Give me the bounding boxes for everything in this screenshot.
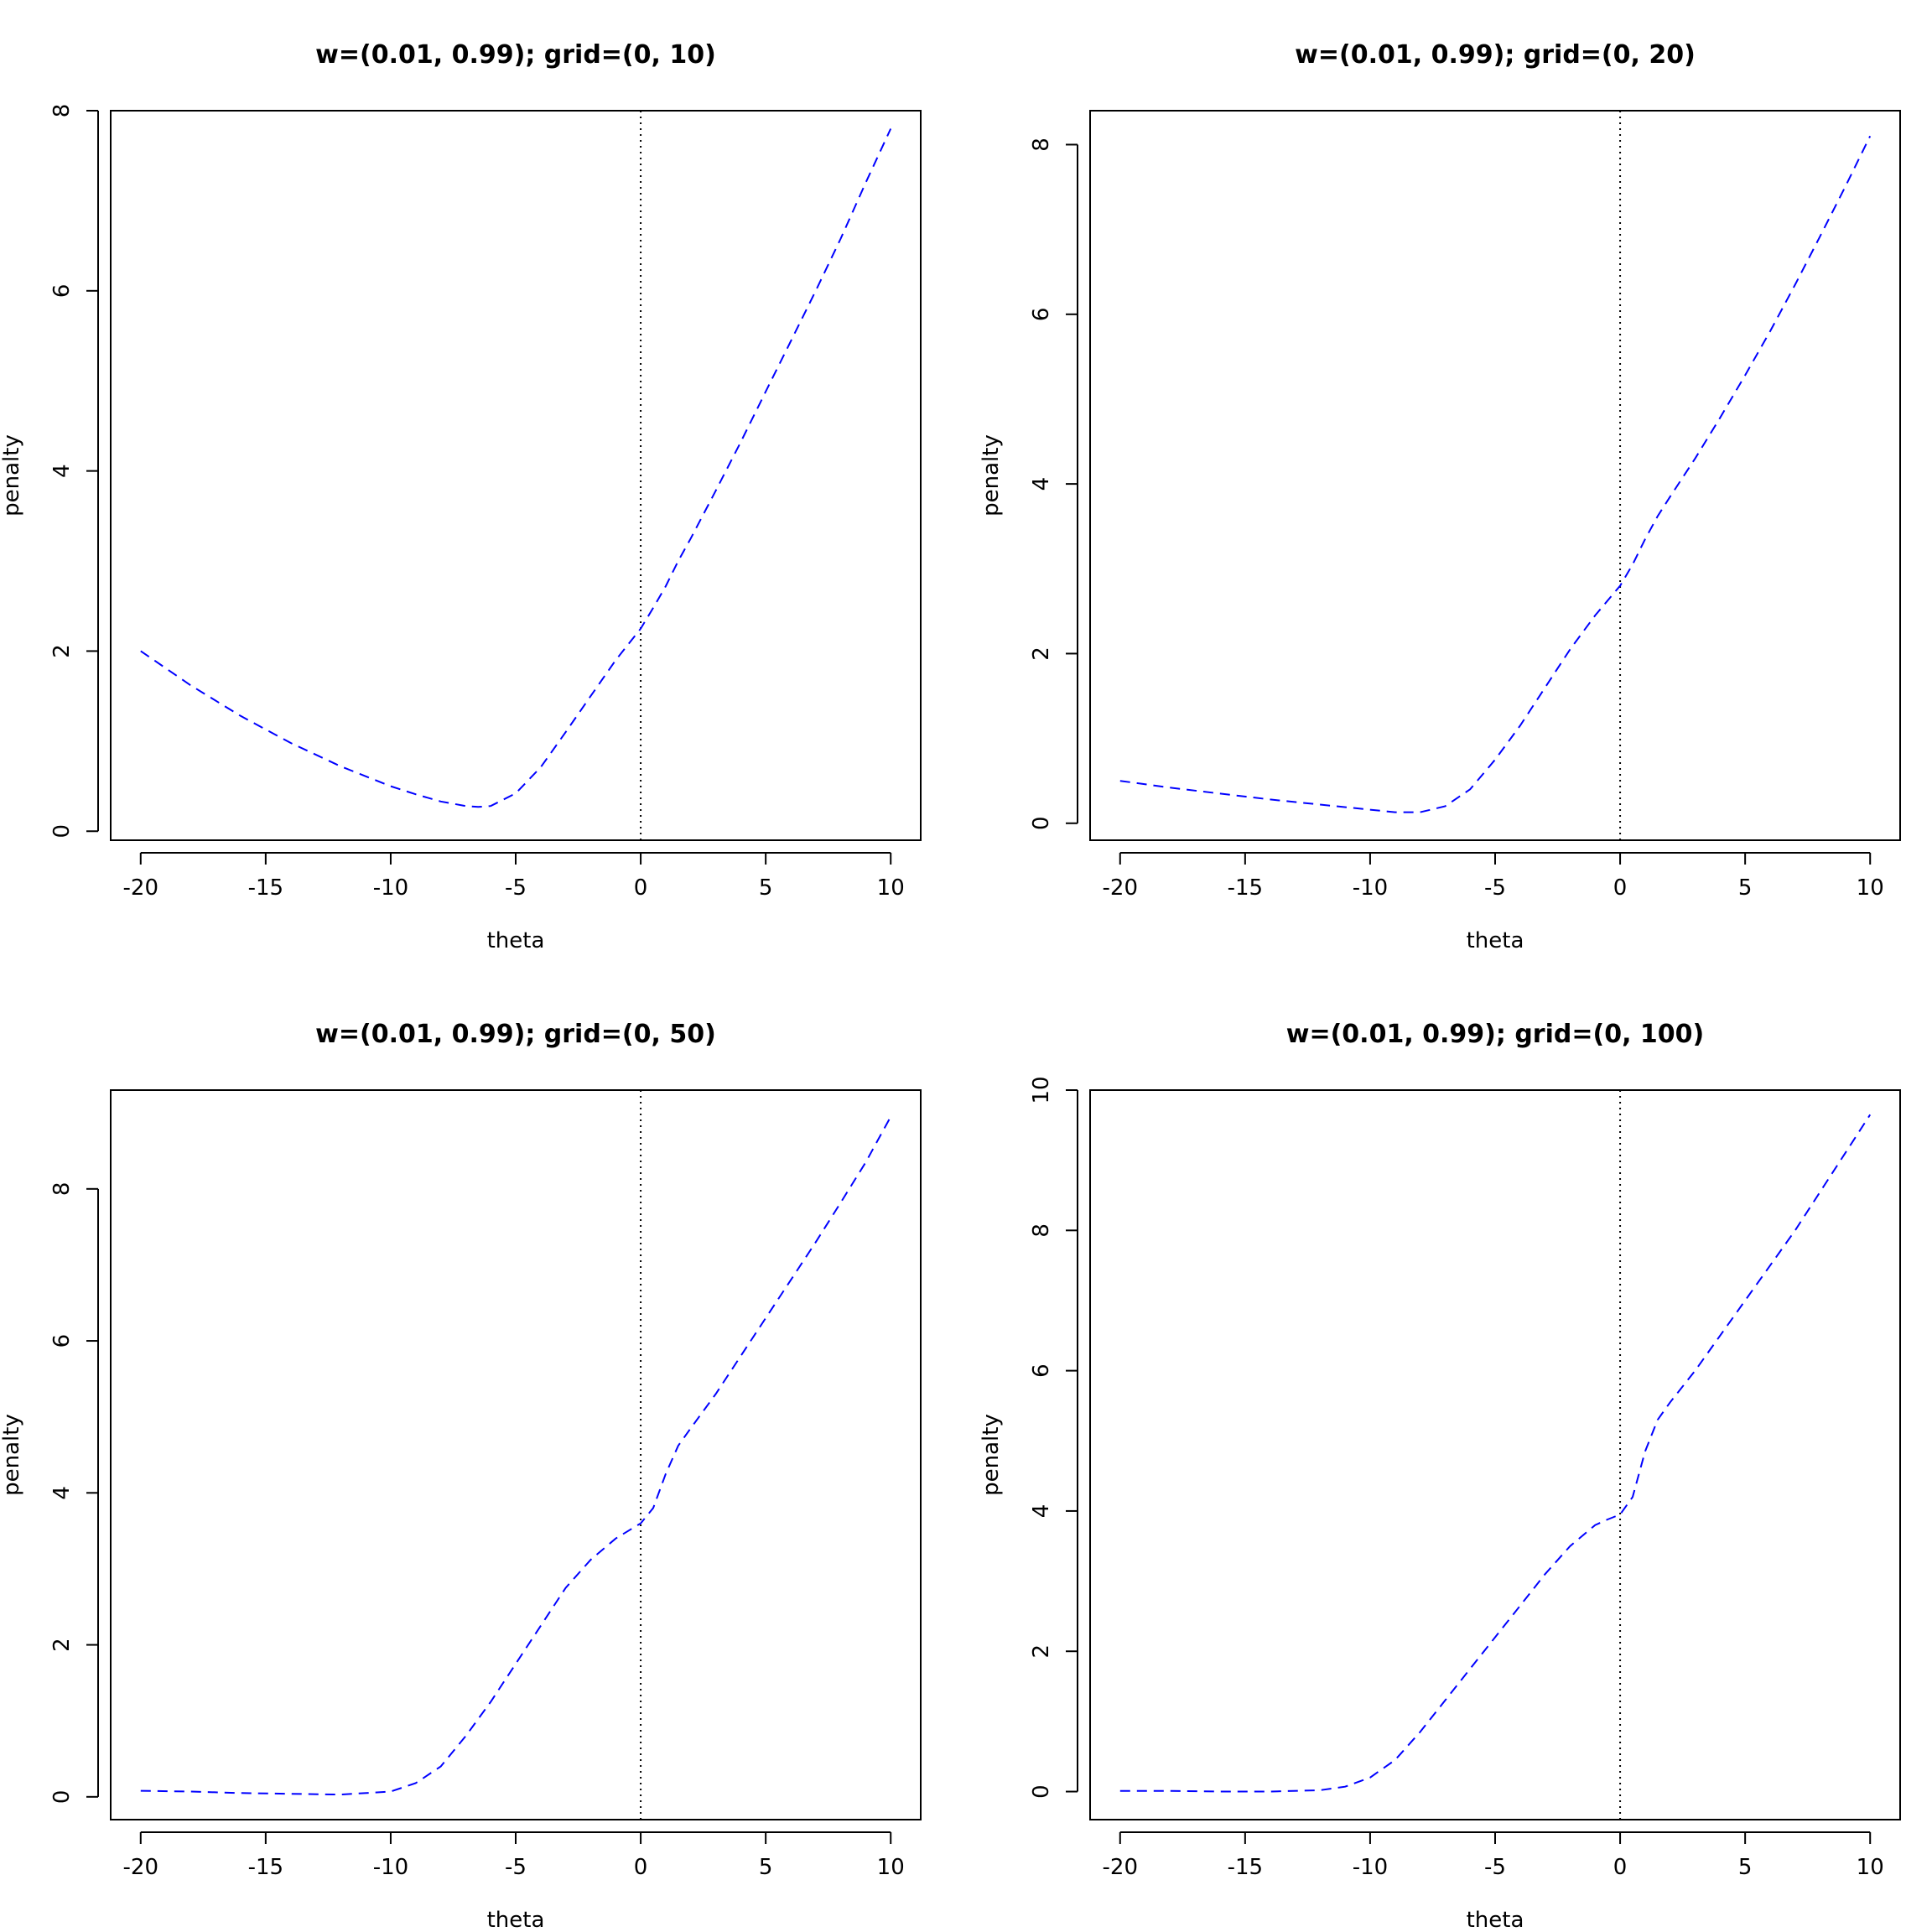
x-tick-label: 10	[1857, 875, 1884, 901]
x-tick-label: 5	[759, 875, 773, 901]
chart-panel-4: w=(0.01, 0.99); grid=(0, 100) -20 -15 -10 -5…	[979, 1020, 1901, 1932]
plot-frame	[1089, 110, 1901, 841]
x-tick-label: -5	[505, 1855, 527, 1880]
y-tick-label: 8	[1029, 1223, 1054, 1238]
x-tick-label: -10	[373, 1855, 408, 1880]
x-axis-label: theta	[487, 1908, 545, 1932]
x-tick-label: -5	[1484, 875, 1506, 901]
plot-frame	[110, 1089, 922, 1820]
x-tick-label: 5	[1738, 875, 1753, 901]
y-tick-label: 6	[1029, 1363, 1054, 1378]
chart-title: w=(0.01, 0.99); grid=(0, 20)	[1295, 40, 1696, 70]
y-axis-label: penalty	[0, 434, 24, 517]
x-tick-label: -15	[248, 1855, 283, 1880]
x-tick-label: -20	[1103, 1855, 1138, 1880]
x-tick-label: 0	[634, 875, 648, 901]
chart-title: w=(0.01, 0.99); grid=(0, 100)	[1286, 1020, 1705, 1049]
x-axis-label: theta	[1467, 1908, 1524, 1932]
y-tick-label: 4	[49, 464, 75, 478]
y-tick-label: 8	[1029, 138, 1054, 152]
y-tick-label: 2	[49, 644, 75, 658]
x-tick-label: -10	[1353, 875, 1388, 901]
y-tick-label: 0	[1029, 816, 1054, 830]
y-tick-label: 0	[49, 824, 75, 839]
x-tick-label: 5	[759, 1855, 773, 1880]
y-tick-label: 8	[49, 104, 75, 118]
penalty-curve	[1119, 1114, 1872, 1793]
y-tick-label: 2	[49, 1638, 75, 1652]
x-tick-label: 10	[877, 1855, 905, 1880]
penalty-curve	[140, 128, 892, 808]
y-tick-label: 6	[49, 284, 75, 299]
x-tick-label: 5	[1738, 1855, 1753, 1880]
chart-panel-2: w=(0.01, 0.99); grid=(0, 20) -20 -15 -10 -5 0…	[979, 40, 1901, 953]
y-axis-label: penalty	[0, 1414, 24, 1496]
y-tick-label: 6	[1029, 308, 1054, 322]
y-tick-label: 0	[49, 1790, 75, 1805]
penalty-curve	[140, 1116, 892, 1796]
x-tick-label: -20	[123, 1855, 158, 1880]
plot-frame	[110, 110, 922, 841]
y-tick-label: 6	[49, 1334, 75, 1348]
chart-panel-1: w=(0.01, 0.99); grid=(0, 10) -20 -15 -10 -5 0…	[0, 40, 922, 953]
x-axis-label: theta	[1467, 928, 1524, 953]
x-tick-label: -15	[1228, 875, 1263, 901]
x-tick-label: 0	[1613, 1855, 1628, 1880]
x-tick-label: -5	[1484, 1855, 1506, 1880]
x-tick-label: -15	[1228, 1855, 1263, 1880]
x-tick-label: -15	[248, 875, 283, 901]
y-tick-label: 0	[1029, 1784, 1054, 1799]
y-axis-label: penalty	[979, 434, 1004, 517]
y-tick-label: 4	[1029, 477, 1054, 491]
chart-title: w=(0.01, 0.99); grid=(0, 10)	[315, 40, 716, 70]
y-tick-label: 2	[1029, 1644, 1054, 1659]
y-tick-label: 4	[49, 1486, 75, 1500]
x-tick-label: -10	[373, 875, 408, 901]
x-tick-label: 10	[1857, 1855, 1884, 1880]
y-tick-label: 10	[1029, 1076, 1054, 1104]
chart-title: w=(0.01, 0.99); grid=(0, 50)	[315, 1020, 716, 1049]
y-tick-label: 2	[1029, 647, 1054, 661]
chart-panel-3: w=(0.01, 0.99); grid=(0, 50) -20 -15 -10 -5 0…	[0, 1020, 922, 1932]
x-axis-label: theta	[487, 928, 545, 953]
x-tick-label: 10	[877, 875, 905, 901]
y-tick-label: 4	[1029, 1504, 1054, 1519]
x-tick-label: -10	[1353, 1855, 1388, 1880]
x-tick-label: 0	[634, 1855, 648, 1880]
x-tick-label: -5	[505, 875, 527, 901]
x-tick-label: -20	[123, 875, 158, 901]
x-tick-label: 0	[1613, 875, 1628, 901]
y-axis-label: penalty	[979, 1414, 1004, 1496]
penalty-curve	[1119, 135, 1872, 813]
y-tick-label: 8	[49, 1182, 75, 1197]
x-tick-label: -20	[1103, 875, 1138, 901]
plot-frame	[1089, 1089, 1901, 1820]
